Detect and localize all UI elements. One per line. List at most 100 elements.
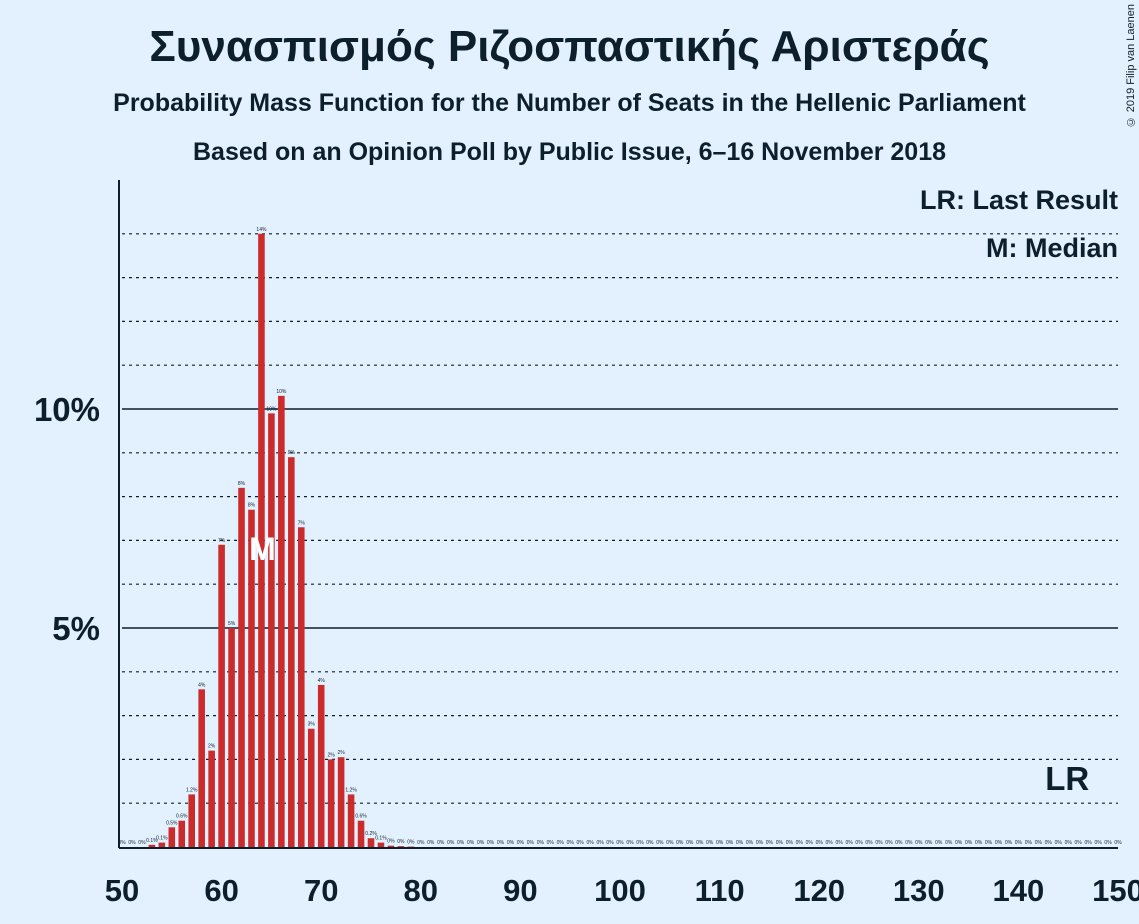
tick-labels: 50 60 70 80 90 100 110 120 130 140 150 5% 10% [34, 391, 1139, 908]
bar-label: 0% [427, 840, 435, 846]
bar-label: 2% [328, 752, 336, 758]
bar-label: 0% [985, 840, 993, 846]
bar-label: 0% [925, 840, 933, 846]
bar-label: 0% [1094, 840, 1102, 846]
bar-label: 0.6% [176, 814, 188, 820]
bar-label: 2% [338, 750, 346, 756]
bar-label: 0% [487, 840, 495, 846]
bar-label: 1.2% [186, 787, 198, 793]
grid-lines [122, 233, 1118, 804]
bar-label: 0% [786, 840, 794, 846]
bar [377, 842, 385, 847]
bar-label: 0% [915, 840, 923, 846]
bar-label: 0% [736, 840, 744, 846]
bar-label: 0% [836, 840, 844, 846]
bar-label: 0% [875, 840, 883, 846]
bars [148, 233, 415, 848]
bar [158, 842, 166, 847]
bar-label: 0.1% [375, 836, 387, 842]
bar [258, 233, 265, 848]
bar-label: 0% [756, 840, 764, 846]
bar-label: 0% [865, 840, 873, 846]
bar-label: 0% [895, 840, 903, 846]
bar-label: 0% [826, 840, 834, 846]
bar-label: 0% [746, 840, 754, 846]
bar-label: 0% [616, 840, 624, 846]
bar-label: 0% [407, 840, 415, 846]
chart-subtitle-source: Based on an Opinion Poll by Public Issue… [192, 138, 947, 166]
bar-label: 0% [467, 840, 475, 846]
bar-label: 0% [766, 840, 774, 846]
bar-label: 0% [397, 839, 405, 845]
bar-label: 0% [497, 840, 505, 846]
bar-label: 0% [716, 840, 724, 846]
x-tick-label: 130 [893, 873, 945, 908]
bar-label: 0% [447, 840, 455, 846]
bar-label: 3% [308, 722, 316, 728]
bar-label: 10% [266, 406, 277, 412]
bar [337, 757, 345, 847]
bar-label: 0% [935, 840, 943, 846]
bar-label: 0% [656, 840, 664, 846]
bar [387, 845, 395, 847]
x-tick-label: 90 [503, 873, 537, 908]
bar [188, 794, 196, 847]
bar [168, 827, 176, 847]
chart-title: Συνασπισμός Ριζοσπαστικής Αριστεράς [149, 22, 990, 71]
bar-label: 0.2% [365, 831, 377, 837]
bar-label: 0% [955, 840, 963, 846]
bar-label: 0% [1085, 840, 1093, 846]
bar [218, 544, 225, 847]
bar [297, 527, 305, 847]
bar-label: 10% [276, 389, 287, 395]
bar-label: 0% [507, 840, 515, 846]
bar [228, 628, 235, 847]
bar [327, 759, 335, 847]
bar-label: 0% [855, 840, 863, 846]
bar-label: 0% [686, 840, 694, 846]
bar [317, 684, 325, 847]
bar-label: 0% [995, 840, 1003, 846]
bar-label: 0% [636, 840, 644, 846]
bar-label: 0% [437, 840, 445, 846]
bar-label: 0% [1114, 840, 1122, 846]
bar-label: 0% [1045, 840, 1053, 846]
bar-label: 0% [726, 840, 734, 846]
bar-label: 0% [1104, 840, 1112, 846]
bar-label: 0% [547, 840, 555, 846]
bar [268, 413, 275, 847]
bar [238, 487, 245, 847]
bar [397, 846, 405, 847]
bar-label: 7% [218, 538, 226, 544]
bar-label: 0% [706, 840, 714, 846]
bar [248, 509, 255, 847]
bar-label: 0% [905, 840, 913, 846]
x-tick-label: 80 [404, 873, 438, 908]
bar-label: 0% [965, 840, 973, 846]
bar [198, 689, 205, 847]
bar [148, 844, 156, 847]
bar-label: 2% [208, 744, 216, 750]
bar-label: 0% [676, 840, 684, 846]
bar-label: 0% [387, 839, 395, 845]
bar-label: 0% [477, 840, 485, 846]
bar-label: 14% [256, 227, 267, 233]
bar-label: 0% [776, 840, 784, 846]
bar-label: 0% [1075, 840, 1083, 846]
x-tick-label: 70 [304, 873, 338, 908]
bar-label: 1.2% [345, 787, 357, 793]
bar-label: 0% [587, 840, 595, 846]
bar-label: 0.5% [166, 820, 178, 826]
x-tick-label: 100 [594, 873, 646, 908]
bar-label: 0% [1015, 840, 1023, 846]
bar-label: 0% [577, 840, 585, 846]
bar-label: 0% [128, 840, 136, 846]
bar-label: 0.6% [355, 814, 367, 820]
legend-last-result: LR: Last Result [920, 185, 1118, 215]
bar-label: 0% [646, 840, 654, 846]
bar-label: 0% [557, 840, 565, 846]
bar-label: 9% [288, 450, 296, 456]
bar-label: 0% [696, 840, 704, 846]
bar-label: 5% [228, 621, 236, 627]
bar [347, 794, 355, 847]
